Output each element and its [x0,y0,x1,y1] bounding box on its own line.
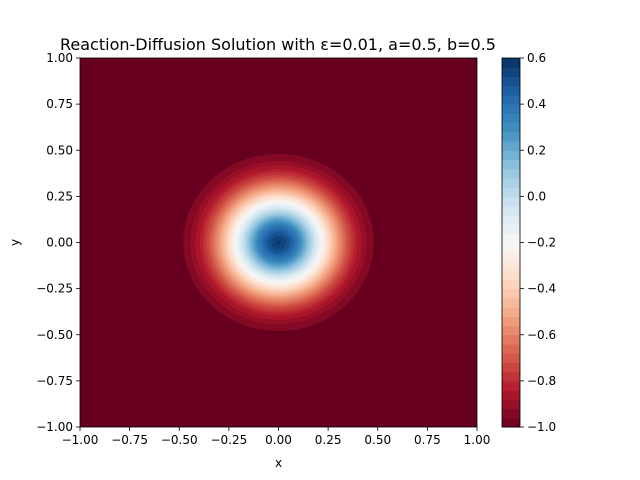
x-tick-label: −1.00 [62,433,99,447]
colorbar-band [502,408,520,419]
colorbar-tick-label: 0.6 [527,51,546,65]
y-tick-label: 0.25 [46,189,73,203]
colorbar-band [502,159,520,170]
colorbar-band [502,141,520,151]
y-tick-label: 0.50 [46,143,73,157]
colorbar-band [502,307,520,317]
colorbar-band [502,224,520,234]
x-tick-label: −0.75 [111,433,148,447]
colorbar-band [502,131,520,142]
colorbar-tick-label: 0.2 [527,143,546,157]
colorbar-band [502,417,520,428]
colorbar-band [502,343,520,354]
colorbar-band [502,390,520,400]
colorbar-band [502,187,520,197]
colorbar-tick-label: −0.4 [527,282,556,296]
colorbar-tick-label: −0.6 [527,328,556,342]
x-tick-label: 1.00 [464,433,491,447]
colorbar-band [502,214,520,225]
x-tick-label: 0.00 [265,433,292,447]
colorbar: −1.0 −0.8 −0.6 −0.4 −0.2 0.0 0.2 0.4 0.6 [501,51,556,434]
colorbar-band [502,316,520,327]
y-tick-label: 0.75 [46,97,73,111]
x-tick-label: −0.25 [210,433,247,447]
colorbar-band [502,380,520,391]
colorbar-band [502,168,520,179]
colorbar-band [502,104,520,114]
x-axis: −1.00 −0.75 −0.50 −0.25 0.00 0.25 0.50 0.75 1.00 [62,427,491,447]
colorbar-band [502,334,520,345]
x-tick-label: 0.25 [315,433,342,447]
colorbar-band [502,251,520,262]
colorbar-band [502,196,520,207]
y-axis: −1.00 −0.75 −0.50 −0.25 0.00 0.25 0.50 0.75 1.00 [36,51,80,434]
x-tick-label: 0.75 [414,433,441,447]
colorbar-band [502,362,520,373]
colorbar-band [502,85,520,96]
y-tick-label: 0.00 [46,236,73,250]
colorbar-band [502,113,520,124]
colorbar-band [502,288,520,299]
colorbar-tick-label: −0.8 [527,374,556,388]
colorbar-band [502,58,520,68]
colorbar-band [502,177,520,188]
plot-area [79,57,478,428]
x-tick-label: 0.50 [364,433,391,447]
colorbar-band [502,297,520,308]
colorbar-band [502,122,520,133]
contour-fill [183,153,374,332]
y-tick-label: −0.75 [36,374,73,388]
x-axis-label: x [275,456,282,470]
x-tick-label: −0.50 [161,433,198,447]
colorbar-tick-label: 0.4 [527,97,546,111]
colorbar-band [502,371,520,382]
chart-title: Reaction-Diffusion Solution with ε=0.01,… [60,35,496,54]
colorbar-band [502,260,520,271]
y-tick-label: −0.50 [36,328,73,342]
colorbar-tick-label: −1.0 [527,420,556,434]
y-tick-label: −1.00 [36,420,73,434]
colorbar-band [502,150,520,160]
colorbar-bands [502,58,520,428]
colorbar-band [502,205,520,216]
colorbar-band [502,242,520,253]
contour-band [276,240,281,245]
y-tick-label: 1.00 [46,51,73,65]
y-tick-label: −0.25 [36,282,73,296]
colorbar-band [502,270,520,280]
colorbar-tick-label: 0.0 [527,189,546,203]
colorbar-band [502,76,520,87]
y-axis-label: y [8,239,22,246]
colorbar-band [502,325,520,336]
colorbar-band [502,353,520,363]
colorbar-band [502,399,520,410]
colorbar-ticks: −1.0 −0.8 −0.6 −0.4 −0.2 0.0 0.2 0.4 0.6 [520,51,556,434]
colorbar-band [502,67,520,77]
colorbar-band [502,279,520,290]
colorbar-band [502,233,520,243]
colorbar-band [502,94,520,105]
colorbar-tick-label: −0.2 [527,236,556,250]
